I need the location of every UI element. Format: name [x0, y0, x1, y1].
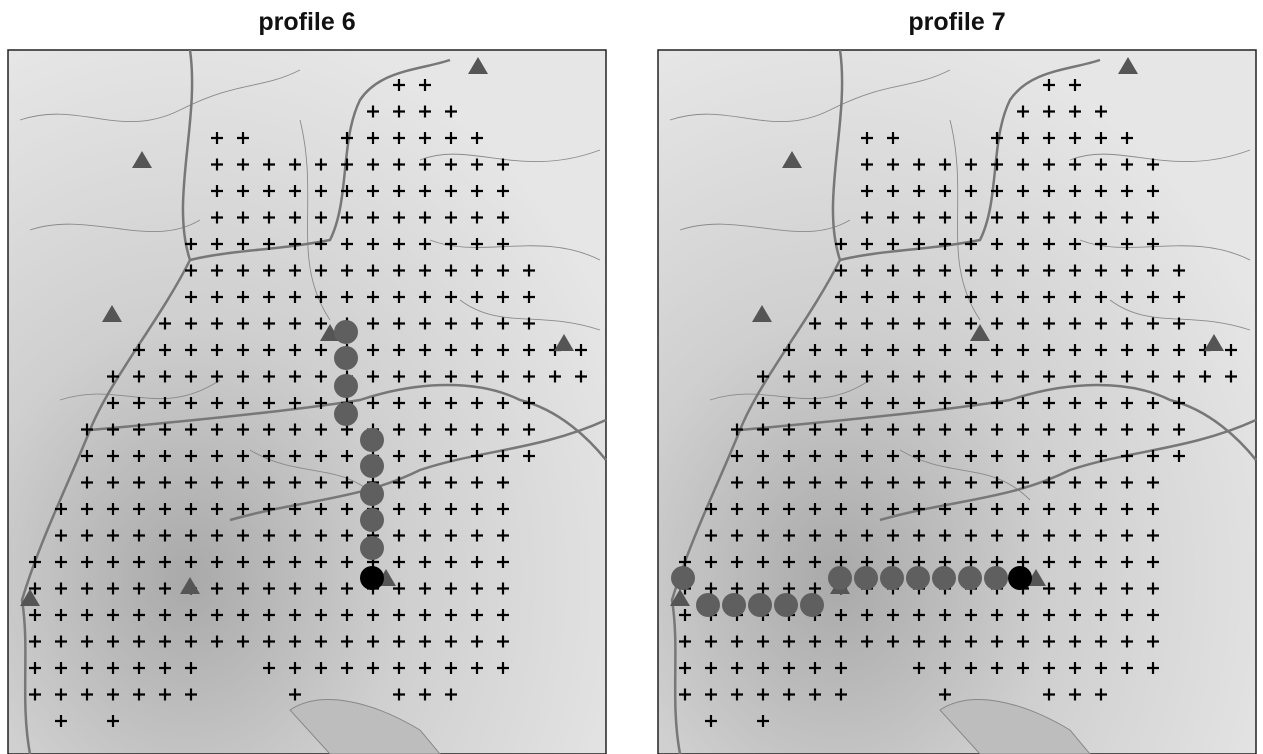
profile-origin — [1008, 566, 1032, 590]
profile-point — [828, 566, 852, 590]
profile-origin — [360, 566, 384, 590]
map-panel — [658, 50, 1256, 754]
profile-point — [334, 320, 358, 344]
profile-point — [360, 428, 384, 452]
profile-point — [958, 566, 982, 590]
profile-point — [360, 454, 384, 478]
figure: profile 6 profile 7 — [0, 0, 1263, 754]
profile-point — [360, 482, 384, 506]
map-background — [658, 50, 1256, 754]
map-panel — [8, 50, 606, 754]
profile-point — [854, 566, 878, 590]
profile-point — [932, 566, 956, 590]
panel-title: profile 6 — [258, 8, 355, 36]
profile-point — [880, 566, 904, 590]
map-background — [8, 50, 606, 754]
profile-point — [334, 402, 358, 426]
profile-point — [800, 593, 824, 617]
profile-point — [696, 593, 720, 617]
profile-point — [334, 346, 358, 370]
profile-point — [906, 566, 930, 590]
profile-point — [334, 374, 358, 398]
profile-point — [748, 593, 772, 617]
profile-point — [671, 566, 695, 590]
profile-point — [984, 566, 1008, 590]
profile-point — [722, 593, 746, 617]
profile-point — [360, 536, 384, 560]
profile-point — [774, 593, 798, 617]
profile-point — [360, 508, 384, 532]
panel-title: profile 7 — [908, 8, 1005, 36]
